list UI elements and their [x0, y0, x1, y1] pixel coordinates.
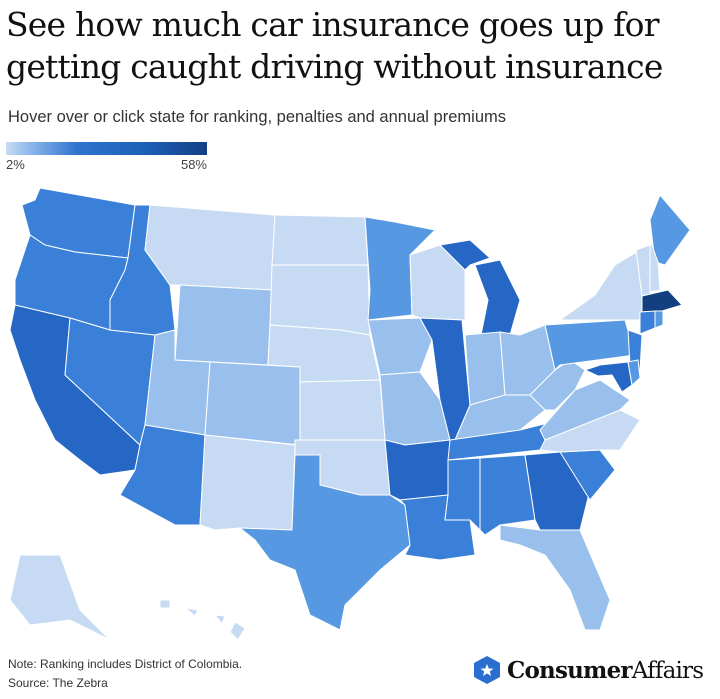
consumer-affairs-logo[interactable]: ConsumerAffairs	[473, 655, 704, 685]
state-sd[interactable]	[269, 264, 371, 336]
state-hi[interactable]	[159, 599, 246, 641]
state-in[interactable]	[464, 331, 506, 406]
page-title: See how much car insurance goes up for ge…	[6, 4, 663, 88]
state-nd[interactable]	[271, 214, 369, 266]
color-legend: 2% 58%	[6, 142, 207, 172]
state-ma[interactable]	[641, 289, 683, 313]
subtitle: Hover over or click state for ranking, p…	[8, 108, 506, 126]
state-va[interactable]	[539, 379, 631, 441]
title-line-2: getting caught driving without insurance	[6, 47, 663, 86]
state-tx[interactable]	[238, 454, 411, 631]
state-ar[interactable]	[384, 439, 451, 501]
state-wy[interactable]	[174, 284, 273, 366]
legend-min-label: 2%	[6, 157, 25, 172]
title-line-1: See how much car insurance goes up for	[6, 5, 659, 44]
us-state-map	[9, 187, 691, 641]
state-ks[interactable]	[299, 379, 386, 441]
legend-gradient-bar	[6, 142, 207, 155]
state-ms[interactable]	[444, 457, 481, 532]
star-hexagon-icon	[474, 656, 500, 684]
logo-text-light: Affairs	[631, 657, 704, 684]
logo-text-bold: Consumer	[507, 656, 633, 684]
state-co[interactable]	[204, 361, 301, 446]
state-mt[interactable]	[144, 204, 276, 291]
note-text: Note: Ranking includes District of Colom…	[8, 657, 243, 671]
footnote: Note: Ranking includes District of Colom…	[8, 655, 242, 693]
state-ct[interactable]	[639, 310, 656, 335]
state-ak[interactable]	[9, 554, 111, 641]
state-pa[interactable]	[544, 319, 636, 371]
state-ri[interactable]	[654, 310, 664, 329]
legend-max-label: 58%	[180, 157, 207, 172]
state-wv[interactable]	[529, 359, 586, 411]
state-fl[interactable]	[499, 524, 611, 631]
state-ia[interactable]	[367, 317, 433, 376]
state-de[interactable]	[627, 359, 641, 386]
state-ny[interactable]	[558, 249, 646, 321]
state-nm[interactable]	[199, 434, 296, 531]
source-text: Source: The Zebra	[8, 676, 108, 690]
state-me[interactable]	[649, 194, 691, 266]
state-md[interactable]	[583, 361, 633, 393]
